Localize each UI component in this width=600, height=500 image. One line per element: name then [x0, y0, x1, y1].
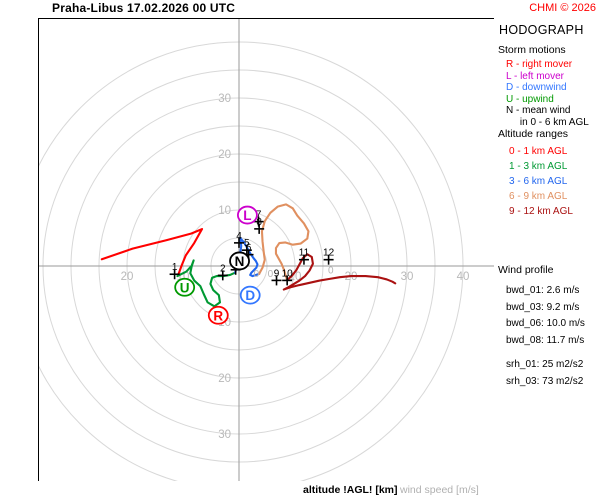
altitude-tick-label-9: 10 [282, 268, 294, 279]
altitude-range-legend-4: 9 - 12 km AGL [509, 206, 573, 217]
hodograph-trace-2 [234, 236, 261, 278]
storm-motions-heading: Storm motions [498, 44, 566, 56]
altitude-tick-label-12: 0 [254, 269, 260, 280]
y-tick-label-5: 20 [218, 149, 231, 161]
storm-motion-marker-label-u: U [180, 280, 190, 295]
storm-motion-marker-r[interactable]: R [207, 305, 229, 325]
y-tick-label-6: 30 [218, 93, 231, 105]
storm-motion-legend-r: R - right mover [506, 59, 573, 70]
y-tick-label-4: 10 [218, 205, 231, 217]
altitude-tick-cross-10 [298, 254, 309, 265]
wind-profile-heading: Wind profile [498, 264, 554, 276]
wind-speed-caption: wind speed [m/s] [400, 484, 479, 496]
altitude-range-legend-3: 6 - 9 km AGL [509, 191, 568, 202]
altitude-tick-cross-9 [282, 275, 293, 286]
wind-profile-bwd-3: bwd_08: 11.7 m/s [506, 334, 585, 346]
wind-profile-srh-0: srh_01: 25 m2/s2 [506, 359, 584, 370]
hodograph-trace-0 [100, 227, 204, 277]
storm-motion-marker-label-n: N [235, 254, 245, 269]
copyright-label: CHMI © 2026 [529, 2, 596, 14]
wind-profile-bwd-1: bwd_03: 9.2 m/s [506, 301, 580, 313]
hodograph-plot: 2010102030403020101020301234567891011120… [38, 18, 494, 481]
altitude-tick-label-10: 11 [299, 248, 310, 259]
altitude-tick-label-5: 6 [246, 243, 252, 254]
wind-profile-bwd-0: bwd_01: 2.6 m/s [506, 285, 580, 296]
altitude-tick-label-14: 0 [328, 266, 334, 277]
altitude-range-legend-2: 3 - 6 km AGL [509, 176, 568, 187]
header: Praha-Libus 17.02.2026 00 UTC CHMI © 202… [0, 0, 600, 18]
altitude-range-legend-1: 1 - 3 km AGL [509, 161, 568, 172]
altitude-ranges-list: 0 - 1 km AGL 1 - 3 km AGL 3 - 6 km AGL 6 - … [509, 144, 573, 219]
altitude-tick-cross-0 [169, 269, 180, 280]
wind-profile-list: bwd_01: 2.6 m/s bwd_03: 9.2 m/s bwd_06: 10… [506, 283, 585, 390]
altitude-tick-label-8: 9 [274, 268, 280, 279]
altitude-tick-label-11: 12 [323, 248, 335, 259]
altitude-tick-label-13: 0 [268, 269, 274, 280]
storm-motion-legend-n: N - mean wind [506, 105, 571, 117]
altitude-tick-cross-7 [254, 223, 265, 234]
altitude-ranges-heading: Altitude ranges [498, 128, 569, 140]
altitude-range-legend-0: 0 - 1 km AGL [509, 146, 568, 157]
grid-ring-40 [39, 41, 464, 481]
hodograph-trace-1 [176, 259, 237, 308]
altitude-tick-label-7: 8 [256, 217, 262, 228]
legend-panel: HODOGRAPH Storm motions R - right mover L… [495, 18, 600, 480]
legend-title: HODOGRAPH [499, 23, 584, 37]
x-tick-label-5: 30 [401, 271, 414, 283]
hodograph-canvas: 2010102030403020101020301234567891011120… [39, 19, 494, 481]
y-tick-label-1: 20 [218, 373, 231, 385]
altitude-tick-label-0: 1 [172, 262, 178, 273]
altitude-tick-label-6: 7 [256, 210, 262, 221]
storm-motions-list: R - right mover L - left mover D - downwin… [506, 59, 589, 129]
altitude-tick-cross-4 [241, 245, 252, 256]
y-tick-label-0: 30 [218, 429, 231, 441]
storm-motion-legend-d: D - downwind [506, 82, 567, 94]
storm-motion-marker-n[interactable]: N [229, 251, 250, 271]
wind-profile-srh-1: srh_03: 73 m2/s2 [506, 375, 584, 387]
storm-motion-legend-u: U - upwind [506, 93, 554, 105]
altitude-tick-label-3: 4 [236, 231, 242, 242]
observation-datetime: 17.02.2026 00 UTC [127, 1, 236, 15]
storm-motion-marker-u[interactable]: U [174, 277, 196, 297]
x-tick-label-6: 40 [457, 271, 470, 283]
storm-motion-legend-l: L - left mover [506, 70, 564, 82]
altitude-tick-cross-8 [271, 275, 282, 286]
storm-motion-marker-l[interactable]: L [236, 205, 258, 225]
altitude-caption: altitude !AGL! [km] [303, 484, 398, 496]
altitude-tick-label-4: 5 [244, 238, 250, 249]
storm-motion-marker-d[interactable]: D [239, 285, 261, 305]
altitude-tick-cross-1 [217, 270, 228, 281]
storm-motion-marker-label-r: R [213, 308, 223, 323]
storm-motion-marker-label-d: D [245, 288, 255, 303]
wind-profile-bwd-2: bwd_06: 10.0 m/s [506, 318, 585, 329]
station-name: Praha-Libus [52, 1, 124, 15]
storm-motion-legend-n2: in 0 - 6 km AGL [506, 116, 589, 128]
hodograph-trace-3 [258, 203, 310, 282]
altitude-tick-cross-3 [234, 237, 244, 248]
x-tick-label-0: 20 [121, 271, 134, 283]
wind-profile-spacer [506, 349, 585, 357]
altitude-tick-label-1: 2 [220, 263, 226, 274]
storm-motion-marker-label-l: L [243, 208, 251, 223]
altitude-tick-cross-11 [323, 254, 334, 265]
